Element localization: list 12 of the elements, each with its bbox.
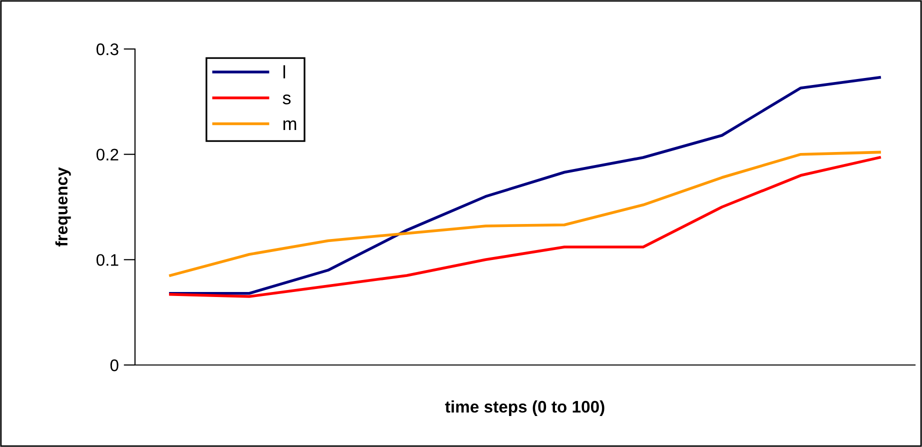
legend-label: m	[283, 120, 296, 130]
x-axis-title: time steps (0 to 100)	[445, 400, 604, 416]
line-series	[169, 76, 881, 295]
y-tick-label: 0.1	[96, 254, 118, 266]
y-tick-label: 0.3	[96, 43, 118, 56]
line-series	[169, 150, 881, 277]
legend-label: s	[282, 94, 291, 104]
y-tick-label: 0	[110, 359, 118, 372]
y-tick-label: 0.2	[96, 148, 118, 161]
legend-label: l	[283, 65, 286, 78]
line-series	[169, 156, 881, 298]
y-axis-title: frequency	[55, 167, 71, 247]
